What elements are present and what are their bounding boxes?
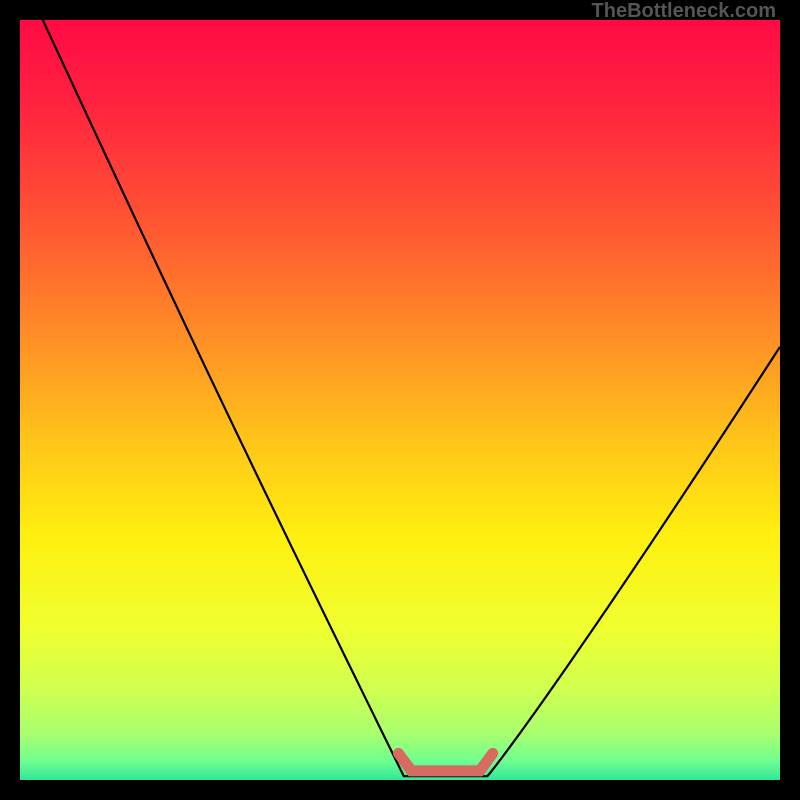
bottleneck-curve bbox=[43, 20, 780, 776]
chart-container: TheBottleneck.com bbox=[0, 0, 800, 800]
plot-area bbox=[20, 20, 780, 780]
optimal-range-segment bbox=[398, 753, 492, 770]
source-watermark: TheBottleneck.com bbox=[592, 0, 776, 23]
curve-overlay bbox=[20, 20, 780, 780]
